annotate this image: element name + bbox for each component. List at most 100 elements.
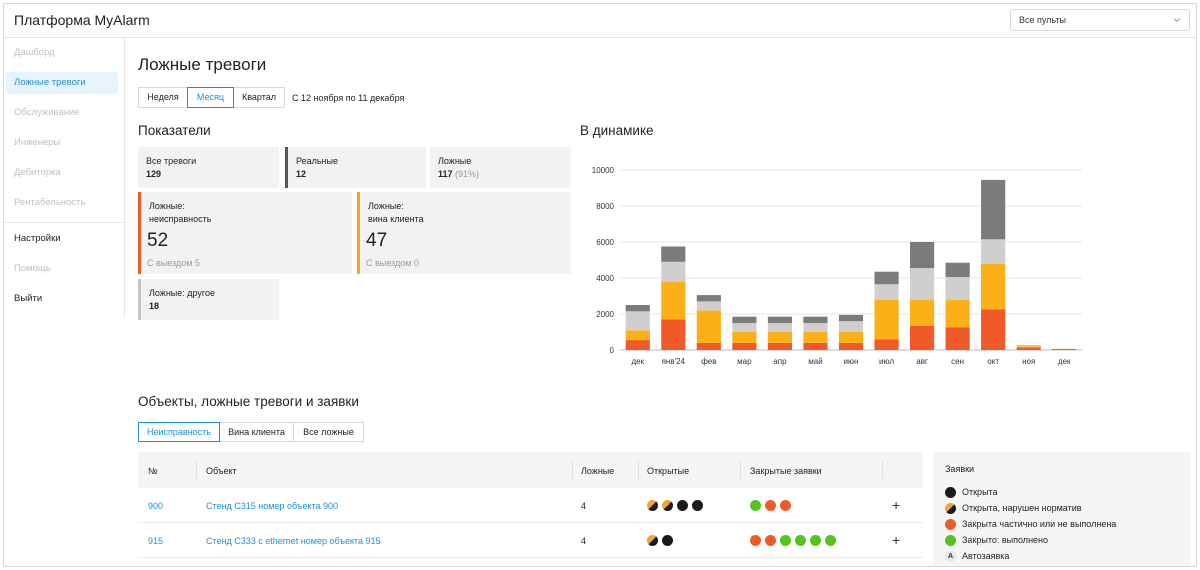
legend-title: Заявки [945, 464, 975, 474]
row-false-count: 4 [581, 536, 587, 546]
tab-fault[interactable]: Неисправность [138, 422, 220, 442]
tab-all-false[interactable]: Все ложные [293, 422, 364, 442]
kpi-false-other: Ложные: другое 18 [138, 279, 279, 320]
col-false-count[interactable]: Ложные [581, 466, 615, 476]
open-ticket-icon[interactable] [677, 500, 688, 511]
row-number-link[interactable]: 900 [148, 501, 164, 511]
closed-done-ticket-icon[interactable] [750, 500, 761, 511]
row-object-link[interactable]: Стенд С333 с ethernet номер объекта 915 [206, 536, 381, 546]
x-tick-label: дек [1058, 357, 1071, 366]
add-button[interactable]: + [892, 497, 901, 513]
bar-segment [803, 332, 828, 343]
period-month-button[interactable]: Месяц [187, 87, 234, 108]
bar-segment [909, 299, 935, 326]
open-violated-ticket-icon[interactable] [662, 500, 673, 511]
sidebar-item-service[interactable]: Обслуживание [14, 107, 80, 118]
kpi-false-fault-label-2: неисправность [149, 214, 212, 224]
closed-done-ticket-icon[interactable] [810, 535, 821, 546]
closed-done-ticket-icon[interactable] [825, 535, 836, 546]
bar-segment [945, 299, 970, 328]
sidebar-item-help[interactable]: Помощь [14, 263, 51, 274]
col-closed[interactable]: Закрытые заявки [750, 466, 822, 476]
col-divider [572, 461, 573, 479]
legend-item-open: Открыта [945, 486, 998, 498]
x-tick-label: янв'24 [662, 357, 686, 366]
kpi-false-alarms-label: Ложные [438, 156, 472, 166]
closed-partial-ticket-icon[interactable] [750, 535, 761, 546]
row-closed-tickets [750, 500, 791, 511]
closed-partial-ticket-icon[interactable] [780, 500, 791, 511]
legend-item-closed-partial: Закрыта частично или не выполнена [945, 518, 1116, 530]
indicators-title: Показатели [138, 123, 211, 138]
dynamics-chart: 0 2000 4000 6000 8000 10000 дек янв'24 фев мар апр… [592, 166, 1082, 366]
open-ticket-icon[interactable] [662, 535, 673, 546]
kpi-false-client-label-1: Ложные: [368, 201, 404, 211]
dynamics-title: В динамике [580, 123, 654, 138]
bar-segment [945, 277, 970, 300]
open-violated-ticket-icon[interactable] [647, 500, 658, 511]
y-tick-label: 8000 [596, 202, 614, 211]
bar-segment [625, 305, 650, 312]
console-select[interactable]: Все пульты [1010, 9, 1190, 31]
bar-segment [909, 242, 935, 269]
tab-client-fault[interactable]: Вина клиента [219, 422, 294, 442]
red-circle-icon [945, 518, 956, 530]
bar-segment [767, 316, 793, 323]
closed-partial-ticket-icon[interactable] [765, 535, 776, 546]
kpi-false-alarms-value-wrap: 117 (91%) [438, 169, 479, 179]
row-number-link[interactable]: 915 [148, 536, 164, 546]
col-object[interactable]: Объект [206, 466, 237, 476]
sidebar: Дашборд Ложные тревоги Обслуживание Инже… [4, 38, 125, 318]
kpi-false-client-value: 47 [366, 230, 388, 251]
closed-partial-ticket-icon[interactable] [765, 500, 776, 511]
half-yellow-black-circle-icon [945, 502, 956, 514]
row-object-link[interactable]: Стенд С315 номер объекта 900 [206, 501, 339, 511]
y-tick-label: 0 [610, 346, 615, 355]
bar-segment [874, 284, 899, 300]
bar-segment [696, 310, 721, 343]
bar-segment [838, 321, 864, 332]
bar-segment [732, 342, 757, 350]
legend-label: Закрыто: выполнено [962, 535, 1049, 545]
bar-segment [981, 263, 1006, 310]
col-divider [740, 461, 741, 479]
bar-segment [625, 340, 650, 350]
x-tick-label: авг [916, 357, 928, 366]
y-tick-label: 10000 [592, 166, 615, 175]
bar-segment [838, 314, 864, 322]
bar-segment [696, 295, 721, 302]
kpi-false-fault: Ложные: неисправность 52 С выездом 5 [138, 192, 352, 274]
sidebar-item-engineers[interactable]: Инженеры [14, 137, 61, 148]
open-ticket-icon[interactable] [692, 500, 703, 511]
y-tick-label: 6000 [596, 238, 614, 247]
open-violated-ticket-icon[interactable] [647, 535, 658, 546]
objects-table: № Объект Ложные Открытые Закрытые заявки… [138, 452, 923, 566]
sidebar-item-settings[interactable]: Настройки [14, 233, 61, 244]
period-quarter-button[interactable]: Квартал [233, 87, 285, 108]
closed-done-ticket-icon[interactable] [780, 535, 791, 546]
sidebar-item-logout[interactable]: Выйти [14, 293, 43, 304]
col-open[interactable]: Открытые [647, 466, 690, 476]
bar-segment [732, 323, 757, 332]
x-tick-label: мар [737, 357, 752, 366]
legend-label: Автозаявка [962, 551, 1010, 561]
closed-done-ticket-icon[interactable] [795, 535, 806, 546]
x-tick-label: дек [631, 357, 644, 366]
sidebar-item-false-alarms[interactable]: Ложные тревоги [6, 72, 118, 94]
col-divider [882, 461, 883, 479]
kpi-false-fault-sub: С выездом 5 [147, 258, 200, 268]
sidebar-item-profitability[interactable]: Рентабельность [14, 197, 86, 208]
kpi-all-alarms: Все тревоги 129 [138, 147, 279, 188]
sidebar-item-receivables[interactable]: Дебиторка [14, 167, 61, 178]
bar-segment [1016, 345, 1041, 347]
period-week-button[interactable]: Неделя [138, 87, 188, 108]
col-number[interactable]: № [148, 466, 158, 476]
x-tick-label: июл [879, 357, 894, 366]
add-button[interactable]: + [892, 532, 901, 548]
sidebar-item-dashboard[interactable]: Дашборд [14, 47, 55, 58]
bar-segment [767, 342, 793, 350]
legend-item-closed-done: Закрыто: выполнено [945, 534, 1048, 546]
bar-segment [945, 262, 970, 278]
bar-segment [909, 268, 935, 300]
bar-segment [945, 327, 970, 350]
